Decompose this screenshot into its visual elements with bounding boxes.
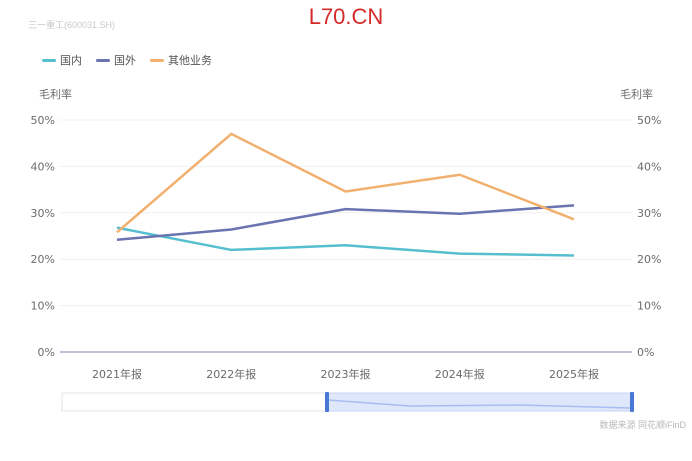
y-axis-title-left: 毛利率 [39, 87, 72, 101]
y-axis-title-right: 毛利率 [620, 87, 653, 101]
y-tick-label-left: 20% [31, 253, 55, 266]
legend: 国内 国外 其他业务 [42, 52, 212, 68]
series-line-2 [116, 132, 575, 234]
legend-item-domestic[interactable]: 国内 [42, 52, 82, 68]
y-tick-label-right: 30% [637, 207, 661, 220]
zoom-handle-right[interactable] [630, 392, 634, 412]
legend-label-domestic: 国内 [60, 54, 82, 67]
x-tick-label: 2024年报 [435, 367, 485, 381]
zoom-selection[interactable] [326, 392, 633, 412]
x-tick-label: 2023年报 [321, 367, 371, 381]
y-tick-label-right: 20% [637, 253, 661, 266]
legend-label-other: 其他业务 [168, 54, 212, 67]
legend-item-overseas[interactable]: 国外 [96, 52, 136, 68]
y-tick-label-left: 40% [31, 160, 55, 173]
y-tick-label-right: 40% [637, 160, 661, 173]
legend-swatch-overseas [96, 58, 110, 62]
data-source-note: 数据来源 同花顺iFinD [599, 420, 686, 430]
legend-swatch-domestic [42, 58, 56, 62]
y-tick-label-left: 0% [38, 346, 55, 359]
watermark: L70.CN [308, 4, 384, 29]
series-line-1 [116, 204, 575, 241]
legend-label-overseas: 国外 [114, 54, 136, 67]
legend-swatch-other [150, 58, 164, 62]
y-tick-label-left: 50% [31, 114, 55, 127]
y-tick-label-right: 0% [637, 346, 654, 359]
y-tick-label-right: 50% [637, 114, 661, 127]
legend-item-other[interactable]: 其他业务 [150, 52, 212, 68]
x-tick-label: 2022年报 [206, 367, 256, 381]
series-line-0 [116, 226, 575, 257]
zoom-handle-left[interactable] [325, 392, 329, 412]
chart-subtitle: 三一重工(600031.SH) [28, 20, 116, 30]
y-tick-label-right: 10% [637, 300, 661, 313]
zoom-preview-line [327, 399, 631, 409]
x-tick-label: 2025年报 [549, 367, 599, 381]
x-tick-label: 2021年报 [92, 367, 142, 381]
y-tick-label-left: 10% [31, 300, 55, 313]
y-tick-label-left: 30% [31, 207, 55, 220]
